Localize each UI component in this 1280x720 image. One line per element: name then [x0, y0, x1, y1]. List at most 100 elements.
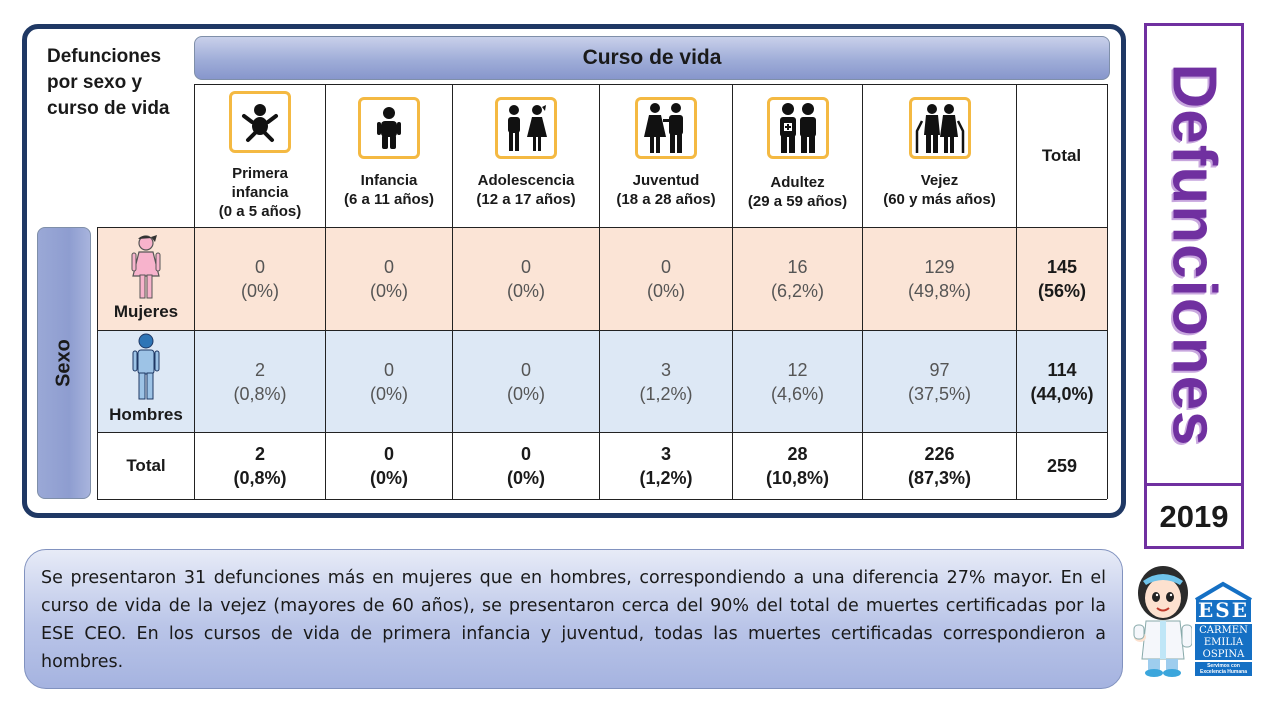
cell-percent: (49,8%)	[907, 281, 972, 301]
year-label: 2019	[1159, 499, 1229, 534]
cell-mujeres-primera-infancia: 0 (0%)	[195, 228, 325, 330]
cell-count: 0	[520, 257, 531, 277]
cell-count: 3	[660, 444, 671, 464]
grid-line	[452, 84, 453, 499]
grid-line	[97, 499, 1107, 500]
cell-count: 259	[1046, 456, 1078, 476]
grid-line	[325, 84, 326, 499]
column-label: Primera	[232, 165, 288, 182]
cell-percent: (44,0%)	[1030, 383, 1094, 404]
cell-count: 2	[254, 444, 265, 464]
cell-percent: (0%)	[506, 468, 545, 488]
grid-line	[599, 84, 600, 499]
cell-count: 0	[383, 257, 394, 277]
cell-percent: (0%)	[646, 281, 685, 301]
cell-mujeres-vejez: 129 (49,8%)	[863, 228, 1016, 330]
column-label: Infancia	[360, 172, 418, 189]
cell-hombres-juventud: 3 (1,2%)	[600, 331, 732, 432]
logo-tagline: Servimos con	[1207, 663, 1240, 669]
elderly-icon	[908, 97, 971, 159]
cell-percent: (0,8%)	[233, 383, 287, 404]
row-hombres-background	[97, 330, 1107, 432]
ese-logo: ESE CARMEN EMILIA OSPINA Servimos con Ex…	[1192, 580, 1255, 677]
row-total-background	[97, 432, 1107, 499]
baby-icon	[229, 91, 291, 153]
cell-count: 0	[383, 444, 394, 464]
column-age-range: (18 a 28 años)	[616, 191, 716, 208]
cell-percent: (56%)	[1037, 281, 1086, 301]
logo-name-line: CARMEN	[1199, 625, 1248, 636]
row-label-total: Total	[126, 456, 166, 475]
cell-hombres-primera-infancia: 2 (0,8%)	[195, 331, 325, 432]
curso-de-vida-header: Curso de vida	[194, 36, 1110, 80]
grid-line	[1107, 84, 1108, 499]
cell-mujeres-infancia: 0 (0%)	[326, 228, 452, 330]
logo-ese-text: ESE	[1198, 598, 1249, 622]
grid-line	[862, 84, 863, 499]
sexo-label: Sexo	[52, 339, 75, 387]
man-icon	[132, 333, 160, 400]
row-label-text: Hombres	[109, 405, 183, 424]
cell-count: 145	[1046, 257, 1078, 277]
curso-de-vida-label: Curso de vida	[582, 46, 722, 69]
column-age-range: (60 y más años)	[883, 191, 996, 208]
summary-panel: Se presentaron 31 defunciones más en muj…	[24, 549, 1123, 689]
logo-tagline: Excelencia Humana	[1200, 669, 1247, 675]
side-title: Defunciones	[1159, 63, 1229, 447]
side-title-divider	[1144, 483, 1244, 486]
child-icon	[358, 97, 420, 159]
grid-line	[194, 84, 195, 499]
cell-count: 16	[787, 257, 808, 277]
summary-text: Se presentaron 31 defunciones más en muj…	[41, 568, 1106, 672]
cell-total-primera-infancia: 2 (0,8%)	[195, 433, 325, 499]
grid-line	[97, 432, 1107, 433]
cell-total-infancia: 0 (0%)	[326, 433, 452, 499]
grid-line	[732, 84, 733, 499]
cell-count: 97	[929, 359, 950, 380]
cell-percent: (10,8%)	[765, 468, 830, 488]
grid-line	[97, 227, 98, 499]
cell-hombres-vejez: 97 (37,5%)	[863, 331, 1016, 432]
cell-percent: (0%)	[369, 281, 408, 301]
row-label-mujeres: Mujeres	[98, 228, 194, 330]
table-caption: Defunciones por sexo y curso de vida	[47, 46, 170, 119]
column-age-range: (6 a 11 años)	[343, 191, 435, 208]
cell-mujeres-total: 145 (56%)	[1017, 228, 1107, 330]
cell-count: 0	[520, 444, 531, 464]
cell-percent: (87,3%)	[907, 468, 972, 488]
cell-count: 0	[660, 257, 671, 277]
cell-percent: (4,6%)	[770, 383, 824, 404]
cell-count: 3	[660, 359, 671, 380]
cell-count: 226	[924, 444, 955, 464]
adults-icon	[766, 97, 829, 159]
cell-hombres-adolescencia: 0 (0%)	[453, 331, 599, 432]
grid-line	[194, 84, 1107, 85]
cell-percent: (0%)	[506, 383, 545, 404]
cell-count: 28	[787, 444, 808, 464]
column-header-primera-infancia: Primera infancia (0 a 5 años)	[195, 84, 325, 227]
cell-percent: (37,5%)	[907, 383, 972, 404]
cell-percent: (0%)	[506, 281, 545, 301]
nurse-mascot-icon	[1133, 566, 1193, 677]
cell-count: 12	[787, 359, 808, 380]
cell-hombres-infancia: 0 (0%)	[326, 331, 452, 432]
cell-percent: (6,2%)	[770, 281, 824, 301]
grid-line	[97, 330, 1107, 331]
cell-total-juventud: 3 (1,2%)	[600, 433, 732, 499]
row-mujeres-background	[97, 227, 1107, 330]
cell-count: 0	[254, 257, 265, 277]
row-label-text: Mujeres	[113, 302, 179, 321]
column-header-total: Total	[1041, 145, 1082, 165]
column-header-juventud: Juventud (18 a 28 años)	[600, 84, 732, 227]
cell-mujeres-adultez: 16 (6,2%)	[733, 228, 862, 330]
cell-hombres-adultez: 12 (4,6%)	[733, 331, 862, 432]
column-header-adolescencia: Adolescencia (12 a 17 años)	[453, 84, 599, 227]
logo-name-line: EMILIA	[1203, 637, 1244, 648]
young-couple-icon	[635, 97, 697, 159]
cell-mujeres-juventud: 0 (0%)	[600, 228, 732, 330]
grid-line	[1016, 84, 1017, 499]
column-age-range: (0 a 5 años)	[218, 203, 302, 220]
cell-percent: (0,8%)	[233, 468, 287, 488]
sexo-header: Sexo	[37, 227, 91, 499]
cell-count: 0	[520, 359, 531, 380]
